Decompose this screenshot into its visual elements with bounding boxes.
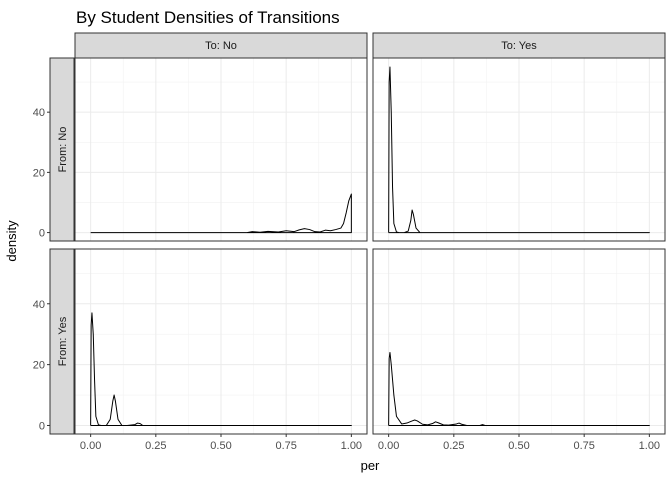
x-tick-label: 0.00: [378, 440, 399, 452]
y-tick-label: 40: [33, 107, 45, 119]
panel-border: [74, 57, 368, 242]
x-tick-label: 0.50: [210, 440, 231, 452]
x-tick-label: 0.00: [80, 440, 101, 452]
column-strip: [74, 32, 368, 59]
facet-panel: [372, 248, 666, 435]
column-strip-label: To: Yes: [501, 40, 537, 52]
density-line: [90, 193, 352, 234]
x-tick-label: 0.75: [573, 440, 594, 452]
x-tick-label: 1.00: [341, 440, 362, 452]
x-tick-label: 0.50: [508, 440, 529, 452]
row-strip: [49, 57, 75, 242]
y-tick-label: 20: [33, 167, 45, 179]
facet-panels: To: No To: Yes From: No From: Yes 0.00 0.25 0.…: [33, 32, 666, 452]
y-tick-label: 0: [39, 420, 45, 432]
column-strip-label: To: No: [205, 40, 237, 52]
x-tick-label: 0.25: [443, 440, 464, 452]
facet-panel: [74, 57, 368, 242]
chart-title: By Student Densities of Transitions: [76, 8, 340, 27]
y-tick-label: 20: [33, 360, 45, 372]
x-tick-label: 0.75: [275, 440, 296, 452]
x-tick-label: 0.25: [145, 440, 166, 452]
x-axis-title: per: [361, 458, 380, 473]
row-strip-label: From: No: [57, 127, 69, 173]
row-strip-label: From: Yes: [57, 316, 69, 366]
density-line: [388, 66, 650, 234]
row-strip: [49, 248, 75, 435]
density-line: [90, 312, 352, 426]
facet-panel: [372, 57, 666, 242]
y-tick-label: 0: [39, 228, 45, 240]
column-strip: [372, 32, 666, 59]
y-axis-title: density: [4, 220, 19, 262]
panel-border: [372, 57, 666, 242]
facet-panel: [74, 248, 368, 435]
x-tick-label: 1.00: [639, 440, 660, 452]
y-tick-label: 40: [33, 299, 45, 311]
density-line: [388, 351, 650, 426]
